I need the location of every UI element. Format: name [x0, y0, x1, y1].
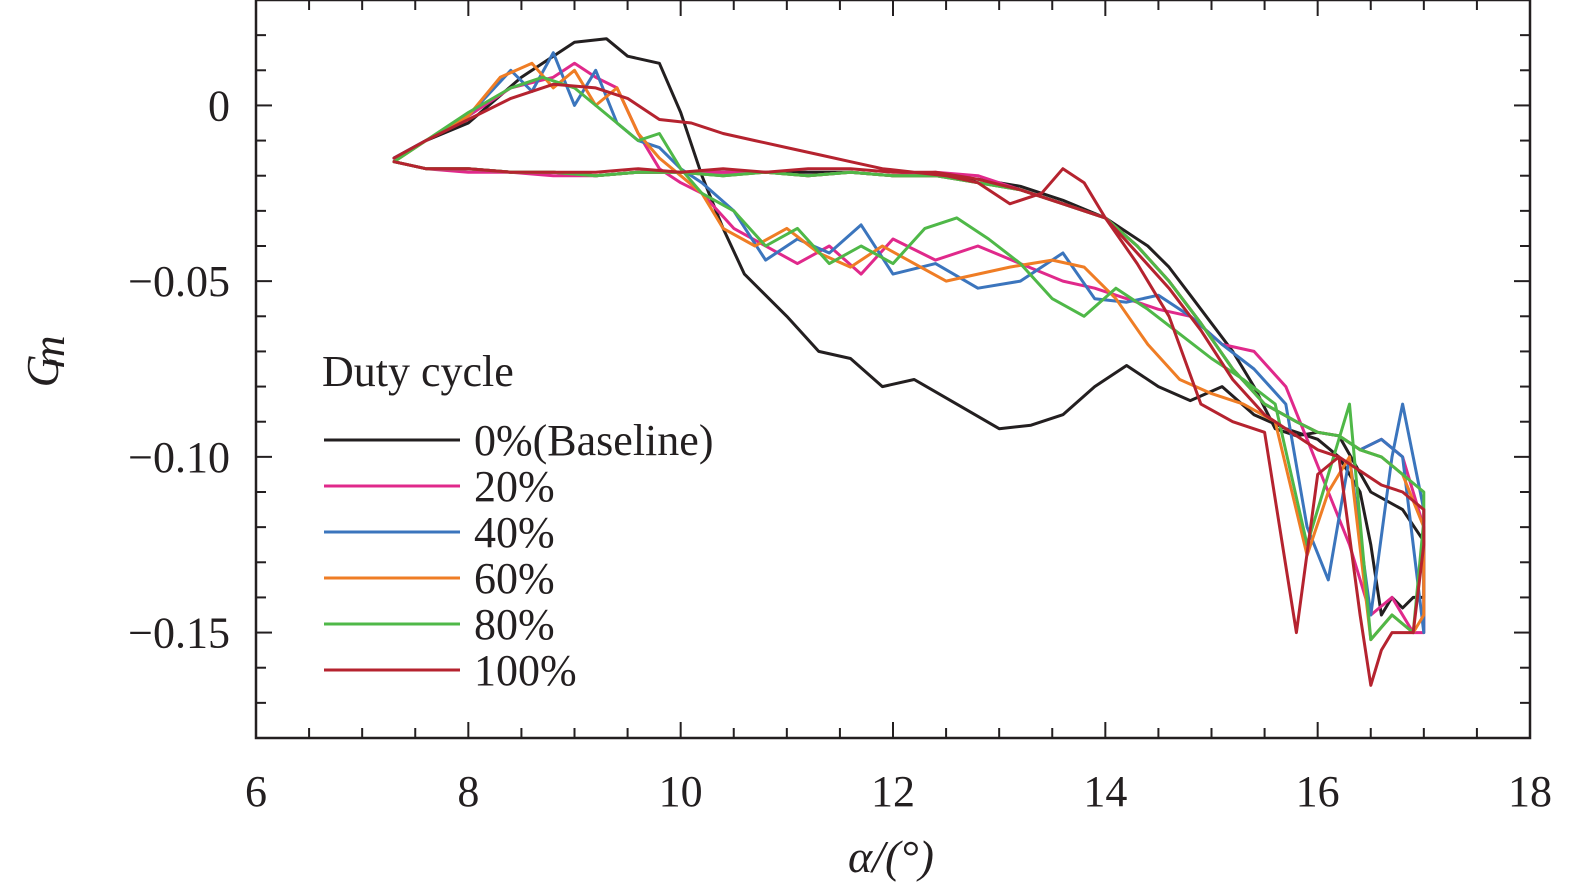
x-tick-label: 18 — [1508, 767, 1552, 816]
y-tick-label: 0 — [208, 81, 230, 130]
series-line — [392, 75, 1426, 642]
y-tick-label: −0.05 — [128, 257, 230, 306]
legend-label: 40% — [474, 508, 555, 557]
legend-label: 100% — [474, 646, 577, 695]
x-tick-label: 16 — [1296, 767, 1340, 816]
legend-label: 60% — [474, 554, 555, 603]
x-tick-label: 8 — [457, 767, 479, 816]
legend-label: 0%(Baseline) — [474, 416, 713, 465]
axis-ticks: 6 8 10 12 14 16 18 0 −0.05 −0.10 −0.15 — [128, 0, 1552, 816]
y-axis-label-subscript: m — [23, 335, 74, 368]
x-tick-label: 12 — [871, 767, 915, 816]
y-axis-label-main: C — [17, 355, 68, 387]
series-line — [392, 82, 1426, 687]
y-tick-label: −0.10 — [128, 433, 230, 482]
legend: Duty cycle 0%(Baseline)20%40%60%80%100% — [322, 347, 713, 695]
x-tick-label: 10 — [659, 767, 703, 816]
y-axis-label: C m — [17, 335, 74, 387]
x-tick-label: 6 — [245, 767, 267, 816]
legend-label: 80% — [474, 600, 555, 649]
legend-title: Duty cycle — [322, 347, 514, 396]
y-tick-label: −0.15 — [128, 609, 230, 658]
x-tick-label: 14 — [1083, 767, 1127, 816]
x-axis-label: α/(°) — [848, 831, 934, 882]
series-layer — [392, 37, 1426, 687]
legend-label: 20% — [474, 462, 555, 511]
